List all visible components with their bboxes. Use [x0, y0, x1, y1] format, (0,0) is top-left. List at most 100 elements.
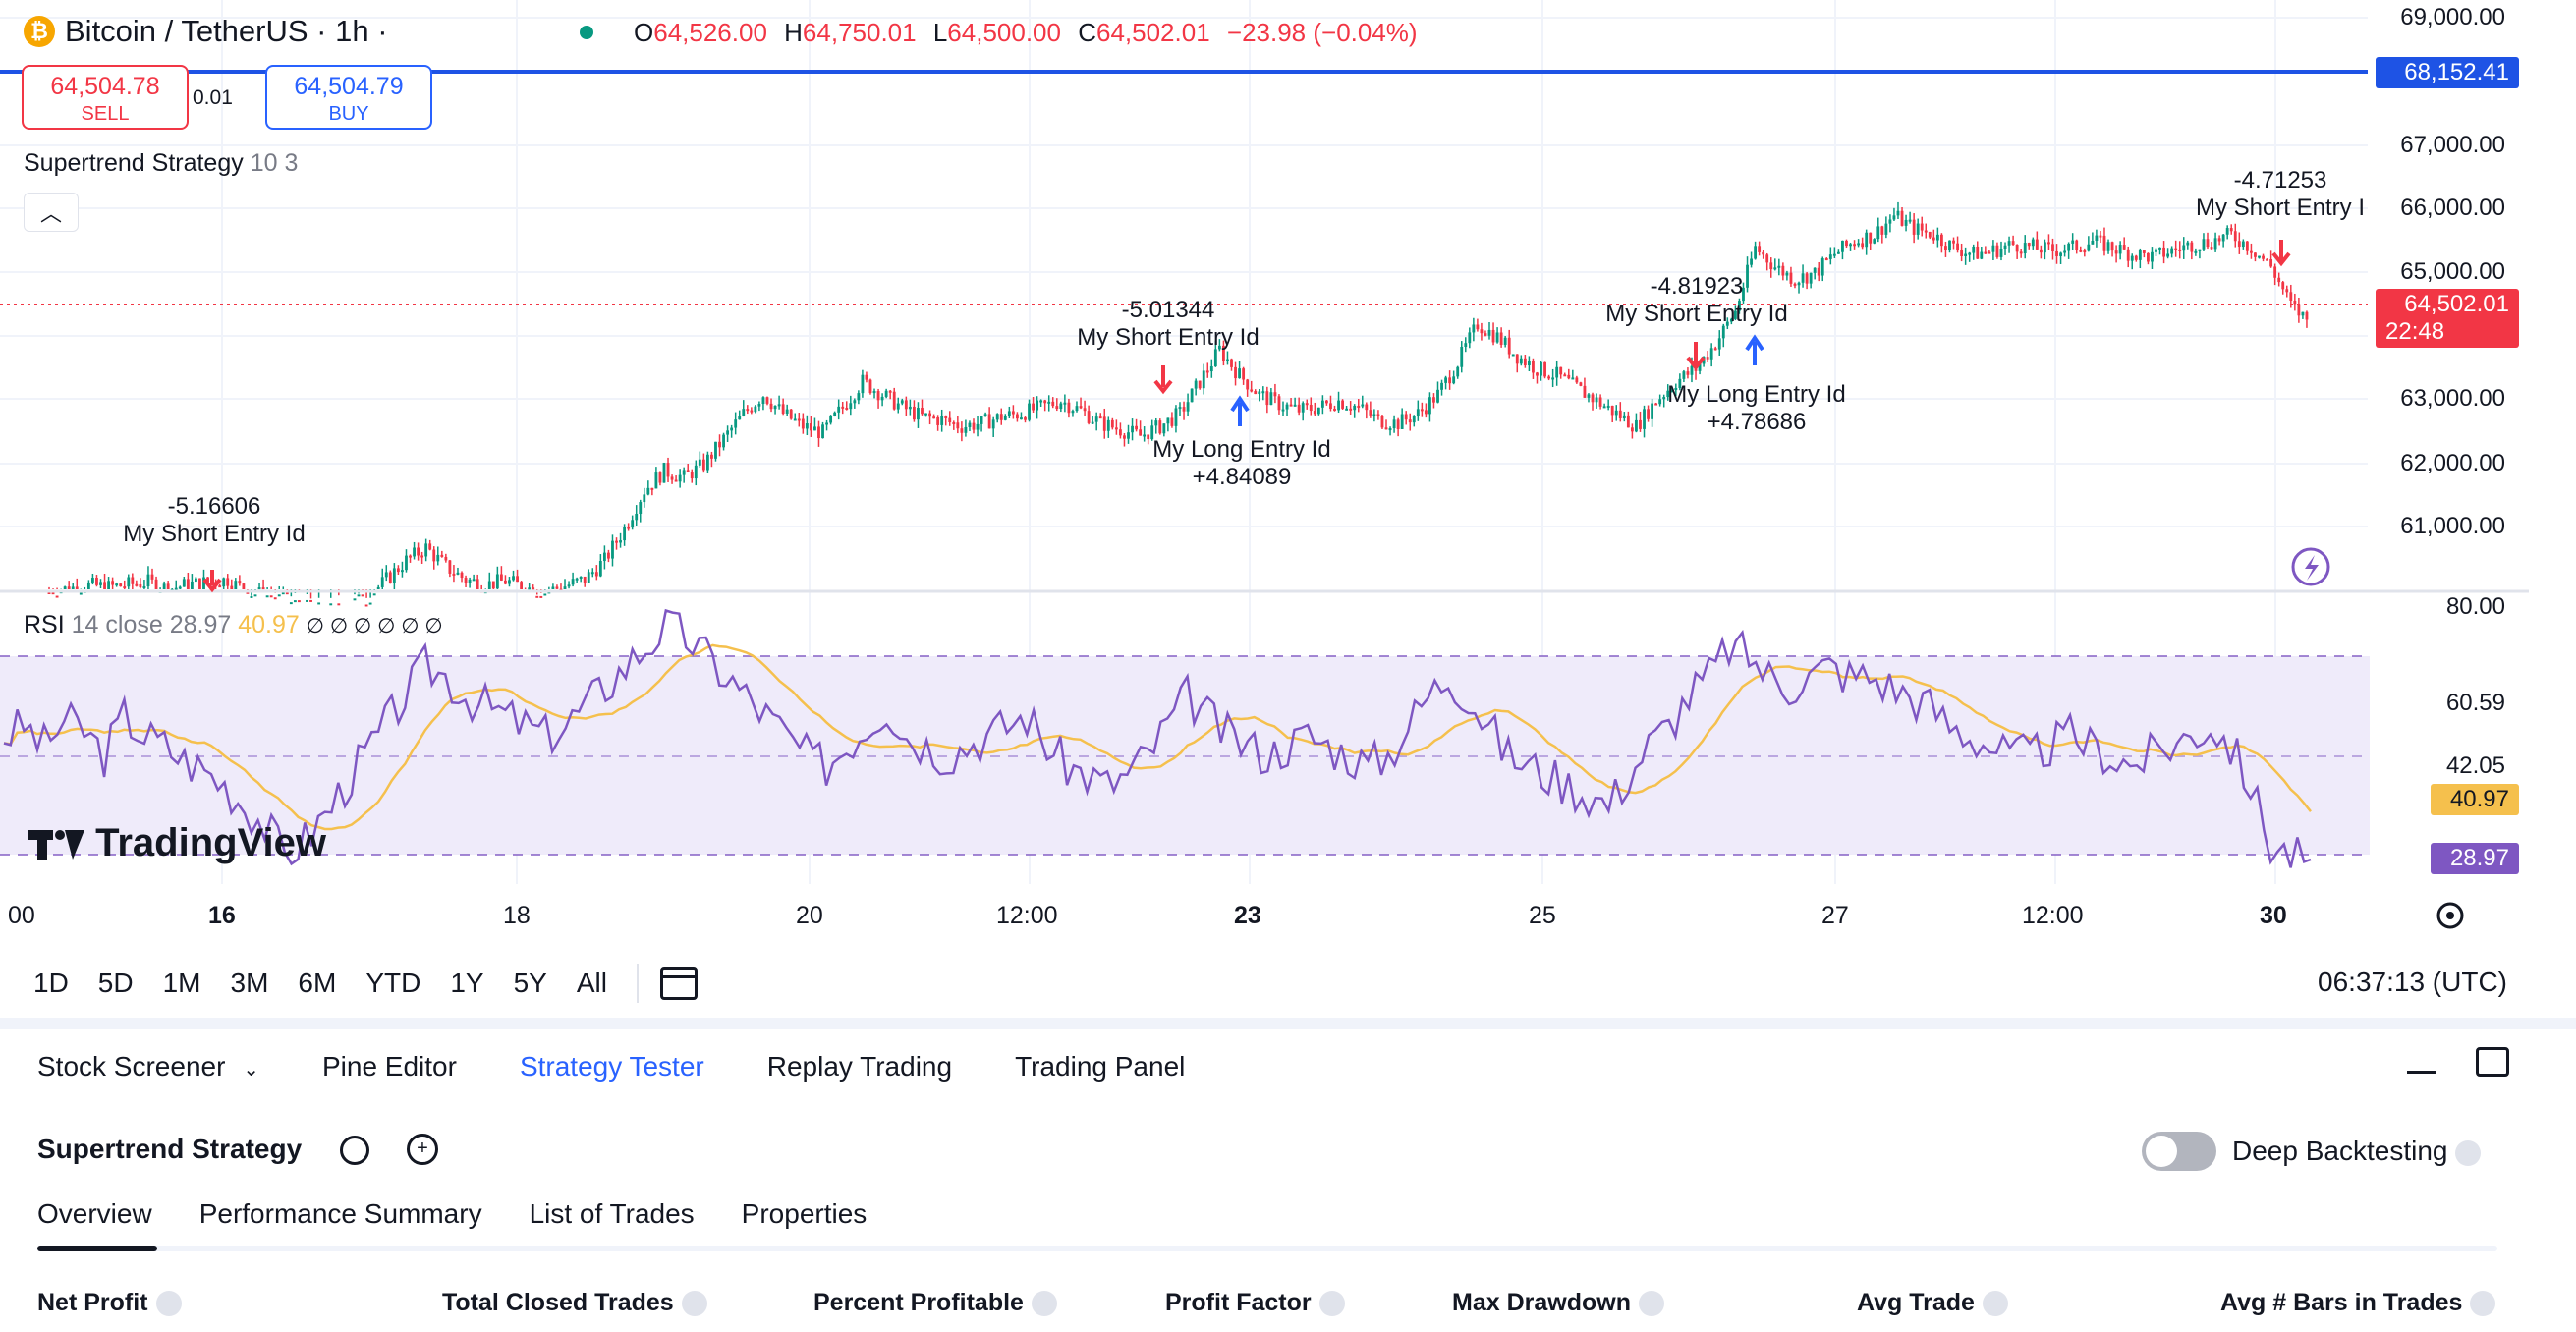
- short-entry-arrow: [1153, 365, 1173, 395]
- tab-strategy-tester[interactable]: Strategy Tester: [519, 1051, 704, 1082]
- candle-body: [178, 586, 182, 589]
- rsi-scale-label: 42.05: [2445, 752, 2505, 779]
- info-icon[interactable]: [1982, 1291, 2008, 1317]
- candle-body: [306, 599, 308, 602]
- range-all[interactable]: All: [576, 968, 607, 998]
- candle-body: [1230, 359, 1233, 367]
- info-icon[interactable]: [1638, 1291, 1664, 1317]
- candle-body: [900, 400, 904, 404]
- candle-body: [1396, 419, 1400, 429]
- candle-body: [1643, 409, 1646, 429]
- strategy-subtabs: Overview Performance Summary List of Tra…: [37, 1198, 914, 1230]
- candle-body: [861, 374, 865, 394]
- symbol-title[interactable]: Bitcoin / TetherUS · 1h ·: [65, 14, 388, 48]
- candle-body: [1591, 394, 1595, 403]
- range-ytd[interactable]: YTD: [365, 968, 421, 998]
- candle-body: [1964, 253, 1968, 256]
- trade-label-value: +4.78686: [1707, 409, 1807, 435]
- chart-canvas[interactable]: [0, 0, 2576, 949]
- candle-body: [730, 427, 734, 431]
- candle-body: [701, 459, 705, 471]
- candle-body: [2099, 235, 2102, 238]
- candle-body: [1595, 397, 1598, 403]
- strategy-legend[interactable]: Supertrend Strategy 10 3: [24, 149, 298, 178]
- range-1m[interactable]: 1M: [162, 968, 201, 998]
- candle-body: [1988, 251, 1991, 254]
- subtab-properties[interactable]: Properties: [741, 1198, 868, 1229]
- buy-button[interactable]: 64,504.79 BUY: [265, 65, 432, 130]
- lightning-icon[interactable]: [2291, 547, 2330, 586]
- candle-body: [1297, 404, 1301, 413]
- candle-body: [539, 595, 543, 598]
- candle-body: [690, 472, 694, 479]
- tab-trading-panel[interactable]: Trading Panel: [1015, 1051, 1186, 1082]
- symbol-logo: ₿: [24, 16, 55, 47]
- candle-body: [1432, 397, 1435, 403]
- candle-body: [2023, 243, 2027, 254]
- panel-tabs: Stock Screener ⌄ Pine Editor Strategy Te…: [37, 1047, 1248, 1086]
- info-icon[interactable]: [681, 1291, 707, 1317]
- maximize-icon[interactable]: [2476, 1047, 2509, 1077]
- candle-body: [1567, 374, 1571, 379]
- subtab-performance-summary[interactable]: Performance Summary: [198, 1198, 482, 1229]
- candle-body: [972, 422, 976, 430]
- sell-button[interactable]: 64,504.78 SELL: [22, 65, 189, 130]
- calendar-icon[interactable]: [659, 967, 698, 1000]
- candle-body: [1598, 397, 1602, 407]
- alert-price-tag[interactable]: 68,152.41: [2376, 57, 2519, 88]
- sell-label: SELL: [81, 103, 130, 125]
- range-5d[interactable]: 5D: [97, 968, 134, 998]
- subtab-overview[interactable]: Overview: [37, 1198, 152, 1229]
- tab-pine-editor[interactable]: Pine Editor: [321, 1051, 457, 1082]
- candle-body: [773, 406, 777, 410]
- candle-body: [1888, 219, 1892, 224]
- candle-body: [813, 426, 816, 431]
- utc-clock[interactable]: 06:37:13 (UTC): [2318, 967, 2507, 997]
- candle-body: [2237, 241, 2241, 248]
- range-1y[interactable]: 1Y: [450, 968, 484, 998]
- subtab-list-of-trades[interactable]: List of Trades: [529, 1198, 695, 1229]
- rsi-legend[interactable]: RSI 14 close 28.97 40.97 ∅ ∅ ∅ ∅ ∅ ∅: [24, 611, 443, 639]
- candle-body: [413, 547, 416, 557]
- tab-stock-screener[interactable]: Stock Screener ⌄: [37, 1051, 259, 1082]
- info-icon[interactable]: [1318, 1291, 1345, 1317]
- candle-body: [1647, 409, 1650, 419]
- candle-body: [817, 426, 820, 439]
- info-icon[interactable]: [155, 1291, 182, 1317]
- settings-icon[interactable]: [340, 1136, 369, 1165]
- collapse-legend-button[interactable]: ︿: [24, 193, 79, 232]
- gear-icon[interactable]: [2436, 902, 2464, 929]
- candle-body: [119, 583, 123, 587]
- candle-body: [150, 574, 154, 580]
- candle-body: [1639, 419, 1642, 429]
- ohlc-close-value: 64,502.01: [1095, 18, 1210, 47]
- candle-body: [250, 595, 253, 598]
- candle-body: [222, 578, 226, 587]
- candle-body: [444, 556, 448, 561]
- info-icon[interactable]: [1031, 1291, 1057, 1317]
- range-3m[interactable]: 3M: [230, 968, 269, 998]
- candle-body: [2019, 251, 2023, 254]
- add-alert-icon[interactable]: +: [407, 1134, 438, 1165]
- range-6m[interactable]: 6M: [298, 968, 337, 998]
- candle-body: [1147, 434, 1150, 440]
- rsi-legend-name: RSI: [24, 611, 65, 638]
- candle-body: [2151, 251, 2154, 262]
- tab-replay-trading[interactable]: Replay Trading: [766, 1051, 953, 1082]
- buy-label: BUY: [328, 103, 369, 125]
- candle-body: [2301, 311, 2305, 316]
- candle-body: [174, 587, 178, 590]
- minimize-icon[interactable]: [2407, 1071, 2436, 1074]
- range-divider: [636, 964, 639, 1003]
- range-1d[interactable]: 1D: [33, 968, 69, 998]
- range-5y[interactable]: 5Y: [513, 968, 547, 998]
- candle-body: [1491, 329, 1495, 343]
- info-icon[interactable]: [2455, 1139, 2482, 1166]
- candle-body: [1832, 253, 1836, 256]
- candle-body: [1666, 390, 1670, 398]
- info-icon[interactable]: [2470, 1291, 2496, 1317]
- candle-body: [2190, 242, 2194, 252]
- candle-body: [476, 579, 479, 589]
- bar-countdown: 22:48: [2385, 318, 2445, 345]
- candle-body: [801, 418, 805, 429]
